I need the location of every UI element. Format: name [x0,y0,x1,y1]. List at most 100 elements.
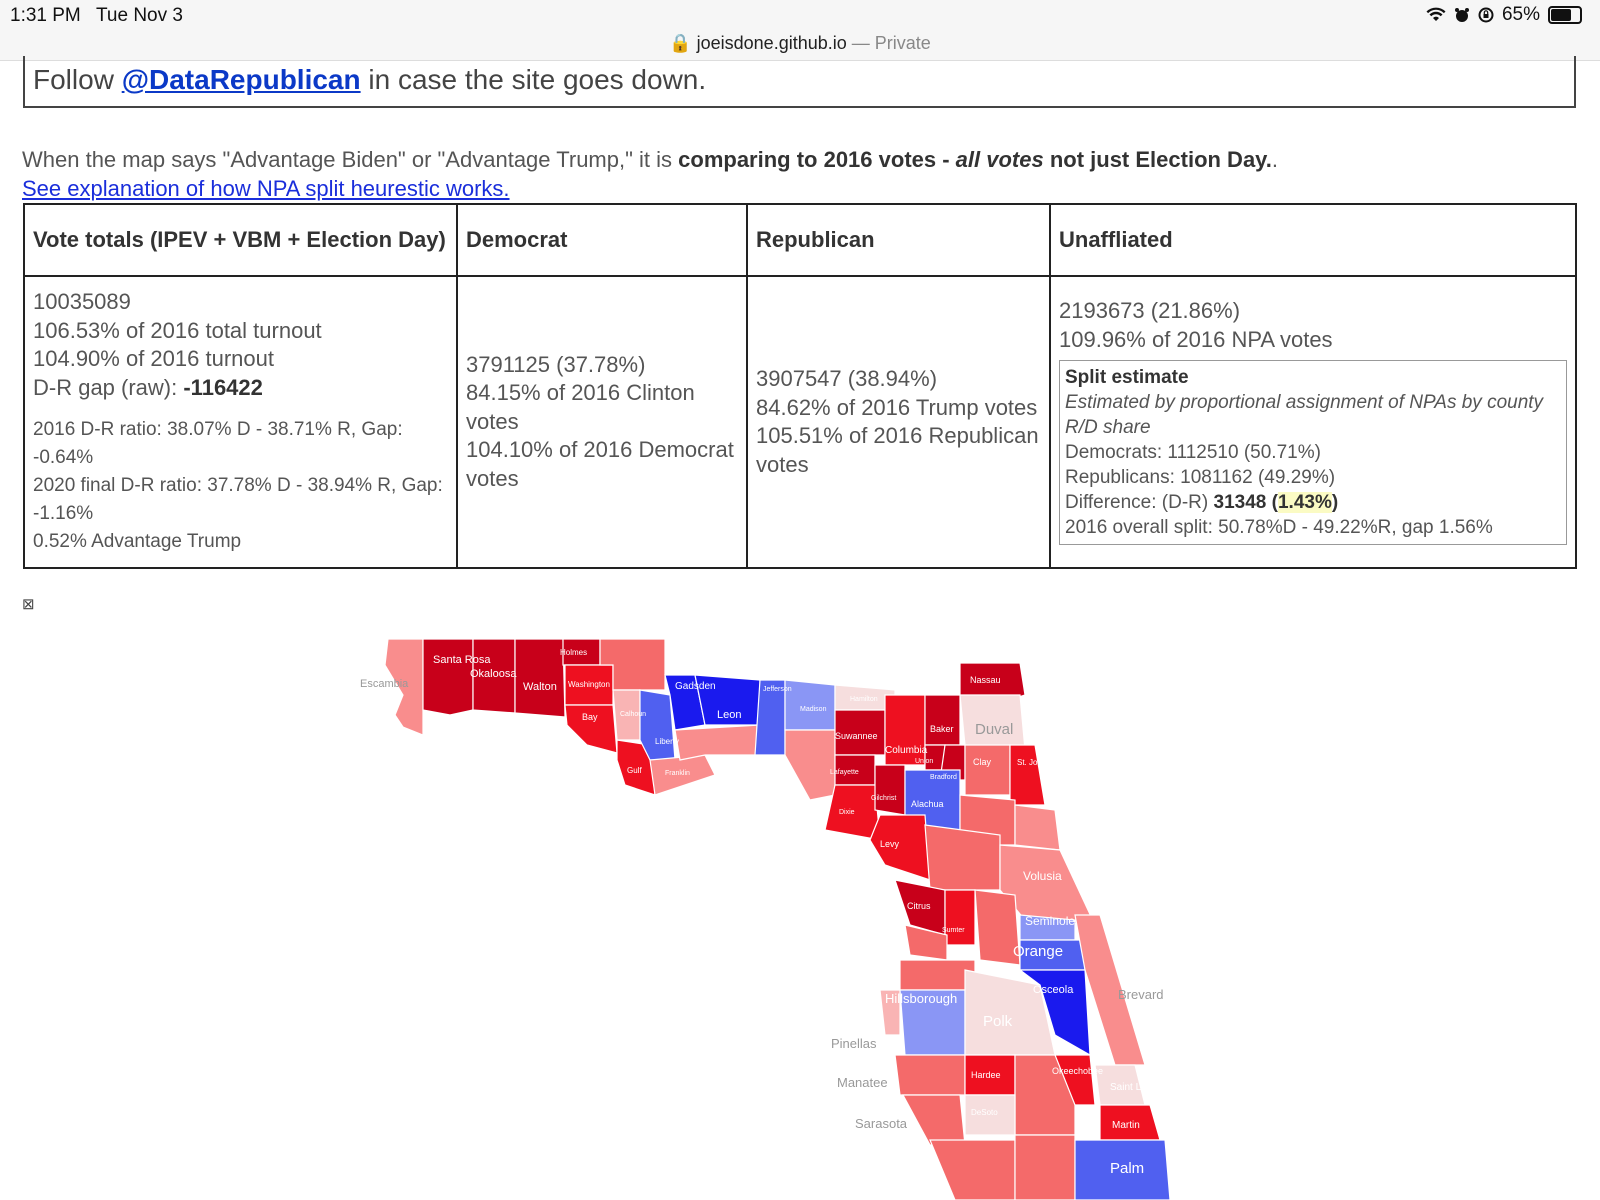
florida-county-map: Escambia Santa Rosa Okaloosa Walton Holm… [360,638,1171,1200]
status-icons: 65% [1426,4,1582,26]
county-liberty [639,689,676,761]
follow-notice: Follow @DataRepublican in case the site … [23,56,1576,108]
county-baker [924,694,961,746]
label-seminole: Seminole [1025,914,1075,928]
split-subtitle: Estimated by proportional assignment of … [1065,392,1544,438]
label-gilchrist: Gilchrist [871,795,896,802]
label-escambia: Escambia [360,678,409,690]
header-vote-totals: Vote totals (IPEV + VBM + Election Day) [23,203,458,277]
label-nassau: Nassau [970,675,1001,685]
label-bradford: Bradford [930,774,957,781]
private-mode-label: Private [874,33,931,53]
label-bay: Bay [582,712,598,722]
total-votes: 10035089 [33,289,131,314]
unaffiliated-cell: 2193673 (21.86%) 109.96% of 2016 NPA vot… [1049,275,1577,569]
county-santa-rosa [422,638,474,716]
ratio-2020: 2020 final D-R ratio: 37.78% D - 38.94% … [33,475,443,524]
county-bay [564,704,618,754]
battery-icon [1548,6,1582,24]
unaffiliated-votes: 2193673 (21.86%) [1059,298,1241,323]
democrat-pct-party: 104.10% of 2016 Democrat votes [466,437,734,491]
county-sarasota [901,1094,966,1146]
county-okeechobee [1054,1054,1096,1106]
label-jefferson: Jefferson [763,686,792,693]
turnout: 104.90% of 2016 turnout [33,346,274,371]
label-holmes: Holmes [560,648,587,657]
label-okaloosa: Okaloosa [470,668,517,680]
follow-prefix: Follow [33,64,122,95]
democrat-votes: 3791125 (37.78%) [466,351,646,377]
label-sarasota: Sarasota [855,1116,908,1131]
county-charlotte [929,1139,1016,1200]
header-unaffiliated: Unaffliated [1049,203,1577,277]
label-palm: Palm [1110,1160,1144,1177]
note-bold: comparing to 2016 votes - [678,147,956,172]
label-liberty: Liberty [655,737,679,746]
split-democrats: Democrats: 1112510 (50.71%) [1065,442,1321,463]
twitter-handle-link[interactable]: @DataRepublican [121,64,361,95]
label-leon: Leon [717,709,741,721]
label-orange: Orange [1013,943,1063,960]
label-polk: Polk [983,1013,1013,1030]
advantage: 0.52% Advantage Trump [33,531,242,552]
label-calhoun: Calhoun [620,711,646,718]
label-okeechobee: Okeechobee [1052,1066,1103,1076]
republican-votes: 3907547 (38.94%) [756,366,938,391]
ratio-2016: 2016 D-R ratio: 38.07% D - 38.71% R, Gap… [33,419,403,468]
county-wakulla [674,724,761,761]
label-suwannee: Suwannee [835,731,878,741]
label-citrus: Citrus [907,901,931,911]
label-columbia: Columbia [885,745,928,756]
note-bold-end: not just Election Day. [1043,147,1272,172]
label-santa-rosa: Santa Rosa [433,654,491,666]
note-end: . [1271,147,1279,172]
county-glades [1014,1134,1076,1200]
label-madison: Madison [800,706,827,713]
label-st-lucie: Saint Lucie [1110,1082,1160,1093]
header-republican: Republican [746,203,1051,277]
county-levy [869,814,931,881]
split-overall-2016: 2016 overall split: 50.78%D - 49.22%R, g… [1065,517,1493,538]
difference-highlight: 1.43% [1277,492,1332,513]
dr-gap: D-R gap (raw): -116422 [33,374,263,400]
label-washington: Washington [568,680,610,689]
county-pasco [899,959,976,991]
totals-cell: 10035089 106.53% of 2016 total turnout 1… [23,275,458,569]
democrat-pct-candidate: 84.15% of 2016 Clinton votes [466,380,695,434]
county-madison [784,679,836,731]
vote-totals-table: Vote totals (IPEV + VBM + Election Day) … [23,203,1577,569]
label-clay: Clay [973,757,992,767]
note-text: When the map says "Advantage Biden" or "… [22,147,679,172]
label-lafayette: Lafayette [830,769,859,776]
county-palm-beach [1074,1139,1171,1200]
label-duval: Duval [975,721,1013,738]
label-desoto: DeSoto [971,1108,998,1117]
label-gadsden: Gadsden [675,681,716,692]
lock-icon: 🔒 [669,33,692,53]
battery-level [1551,9,1571,21]
battery-percent: 65% [1501,4,1540,25]
county-manatee [894,1054,966,1096]
follow-suffix: in case the site goes down. [360,64,707,95]
label-martin: Martin [1112,1120,1140,1131]
broken-image-icon: ⊠ [22,596,35,613]
label-hillsborough: Hillsborough [885,991,957,1006]
county-clay [964,744,1011,796]
note-bold-italic: all votes [955,147,1044,172]
label-sumter: Sumter [942,927,965,934]
label-pinellas: Pinellas [831,1036,877,1051]
unaffiliated-pct: 109.96% of 2016 NPA votes [1059,326,1333,352]
label-manatee: Manatee [837,1075,888,1090]
label-baker: Baker [930,724,954,734]
wifi-icon [1426,7,1446,21]
npa-explanation-link[interactable]: See explanation of how NPA split heurest… [22,176,510,201]
status-time: 1:31 PM [10,5,81,26]
label-osceola: Osceola [1033,984,1074,996]
county-gadsden [664,674,706,731]
total-turnout: 106.53% of 2016 total turnout [33,317,322,343]
label-st-johns: St. Johns [1017,758,1050,767]
address-bar[interactable]: 🔒 joeisdone.github.io — Private [0,30,1600,61]
split-republicans: Republicans: 1081162 (49.29%) [1065,467,1336,488]
table-row: 10035089 106.53% of 2016 total turnout 1… [23,275,1577,569]
republican-pct-candidate: 84.62% of 2016 Trump votes [756,394,1038,420]
